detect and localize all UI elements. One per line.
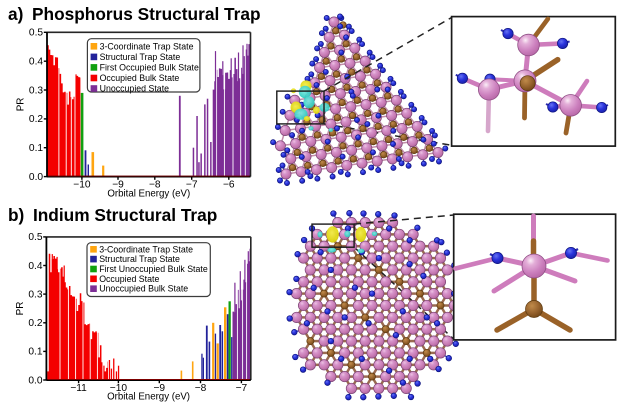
svg-text:Occupied Bulk State: Occupied Bulk State: [100, 73, 180, 83]
svg-text:0.3: 0.3: [29, 85, 43, 96]
svg-text:a) Phosphorus Structural Trap: a) Phosphorus Structural Trap: [8, 4, 261, 24]
svg-text:0.5: 0.5: [29, 28, 43, 39]
svg-text:−8: −8: [149, 180, 161, 191]
svg-text:0.4: 0.4: [29, 57, 43, 68]
svg-text:−8: −8: [195, 383, 207, 394]
svg-text:Occupied State: Occupied State: [99, 274, 159, 284]
svg-text:−11: −11: [70, 383, 87, 394]
svg-text:−10: −10: [110, 383, 128, 394]
svg-text:Orbital Energy (eV): Orbital Energy (eV): [107, 392, 190, 403]
svg-text:−10: −10: [73, 180, 91, 191]
svg-text:Orbital Energy (eV): Orbital Energy (eV): [107, 188, 190, 199]
svg-text:0.1: 0.1: [28, 347, 42, 358]
svg-text:PR: PR: [15, 98, 26, 112]
svg-text:−6: −6: [223, 180, 235, 191]
svg-text:b) Indium Structural Trap: b) Indium Structural Trap: [8, 205, 217, 225]
svg-text:PR: PR: [15, 302, 26, 316]
svg-text:0.4: 0.4: [28, 261, 42, 272]
svg-text:0.0: 0.0: [28, 375, 42, 386]
svg-text:0.1: 0.1: [29, 143, 43, 154]
svg-text:First Unoccupied Bulk State: First Unoccupied Bulk State: [99, 264, 208, 274]
svg-text:−7: −7: [236, 383, 248, 394]
svg-text:0.0: 0.0: [29, 172, 43, 183]
svg-text:3-Coordinate Trap State: 3-Coordinate Trap State: [100, 41, 194, 51]
svg-text:First Occupied Bulk State: First Occupied Bulk State: [100, 62, 199, 72]
svg-text:Structural Trap State: Structural Trap State: [99, 254, 180, 264]
svg-text:Unoccupied Bulk State: Unoccupied Bulk State: [99, 284, 188, 294]
svg-text:0.2: 0.2: [28, 318, 42, 329]
svg-text:0.3: 0.3: [28, 289, 42, 300]
svg-text:0.2: 0.2: [29, 114, 43, 125]
svg-text:Unoccupied State: Unoccupied State: [100, 84, 170, 94]
svg-text:−7: −7: [186, 180, 198, 191]
svg-text:−9: −9: [153, 383, 165, 394]
svg-text:3-Coordinate Trap State: 3-Coordinate Trap State: [99, 244, 193, 254]
svg-text:0.5: 0.5: [28, 232, 42, 243]
svg-text:−9: −9: [112, 180, 124, 191]
svg-text:Structural Trap State: Structural Trap State: [100, 52, 181, 62]
